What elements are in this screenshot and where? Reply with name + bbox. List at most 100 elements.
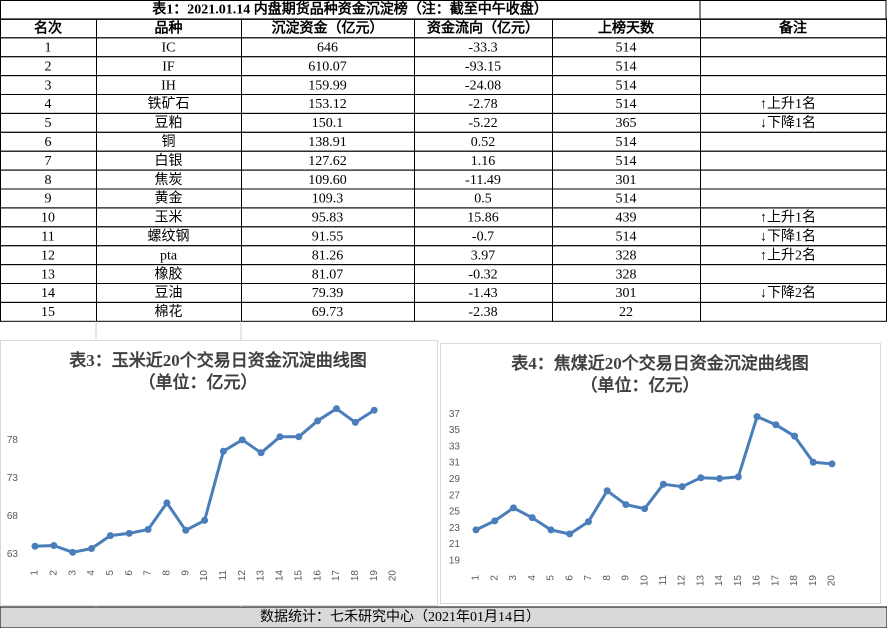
x-tick-label: 20 xyxy=(827,575,838,587)
x-tick-label: 16 xyxy=(312,570,323,582)
table-cell-text: -2.78 xyxy=(468,97,497,112)
data-point xyxy=(809,458,817,466)
table-title: 表1：2021.01.14 内盘期货品种资金沉淀榜（注：截至中午收盘） xyxy=(151,1,548,18)
x-tick-label: 5 xyxy=(105,570,116,576)
column-header: 名次 xyxy=(34,20,62,37)
table-cell-text: 6 xyxy=(45,135,52,150)
y-tick-label: 27 xyxy=(449,490,461,501)
data-point xyxy=(678,483,686,491)
table-cell-text: 514 xyxy=(616,154,637,169)
table-cell-text: 159.99 xyxy=(308,78,347,93)
data-point xyxy=(106,532,114,540)
table-cell-text: -1.43 xyxy=(468,286,497,301)
x-tick-label: 2 xyxy=(489,575,500,581)
x-tick-label: 9 xyxy=(621,575,632,581)
x-tick-label: 20 xyxy=(388,570,399,582)
y-tick-label: 35 xyxy=(449,425,461,436)
x-tick-label: 15 xyxy=(733,575,744,587)
table-cell-text: 0.52 xyxy=(471,135,496,150)
x-tick-label: 6 xyxy=(564,575,575,581)
x-tick-label: 12 xyxy=(677,575,688,587)
data-point xyxy=(182,526,190,534)
data-point xyxy=(163,499,171,507)
x-tick-label: 1 xyxy=(30,570,41,576)
data-point xyxy=(314,417,322,425)
x-tick-label: 18 xyxy=(350,570,361,582)
data-point xyxy=(88,545,96,553)
table-cell-text: 3.97 xyxy=(471,248,496,263)
x-tick-label: 8 xyxy=(162,570,173,576)
y-tick-label: 19 xyxy=(449,555,461,566)
data-point xyxy=(276,433,284,441)
table-cell-text: 铁矿石 xyxy=(148,96,190,112)
table-cell-text: 2 xyxy=(45,59,52,74)
table-cell-text: 514 xyxy=(616,229,637,244)
column-header: 上榜天数 xyxy=(598,20,655,37)
x-tick-label: 3 xyxy=(508,575,519,581)
table-cell-text: 365 xyxy=(616,116,637,131)
x-tick-label: 19 xyxy=(369,570,380,582)
table-cell-text: 9 xyxy=(45,192,52,207)
table-cell-text: 514 xyxy=(616,192,637,207)
table-cell-text: 5 xyxy=(45,116,52,131)
data-point xyxy=(69,548,77,556)
table-cell-text: -5.22 xyxy=(468,116,497,131)
table-cell-text: 螺纹钢 xyxy=(148,228,190,244)
chart-area xyxy=(440,343,881,604)
table-cell-text: -11.49 xyxy=(465,173,501,188)
table-cell-text: pta xyxy=(160,248,178,263)
x-tick-label: 15 xyxy=(293,570,304,582)
table-cell xyxy=(699,0,887,20)
x-tick-label: 11 xyxy=(658,575,669,586)
table-cell-text: IH xyxy=(161,78,176,93)
table-cell-text: 91.55 xyxy=(312,229,344,244)
table-cell-text: 95.83 xyxy=(312,211,344,226)
chart-title: 表3：玉米近20个交易日资金沉淀曲线图 xyxy=(69,350,367,370)
x-tick-label: 19 xyxy=(808,575,819,587)
data-point xyxy=(257,449,265,457)
chart-subtitle: （单位：亿元） xyxy=(581,375,700,395)
data-point xyxy=(659,480,667,488)
remark: ↓下降1名 xyxy=(760,115,816,131)
x-tick-label: 13 xyxy=(695,575,706,587)
table-cell-text: 0.5 xyxy=(474,192,492,207)
table-cell-text: 22 xyxy=(619,305,633,320)
table-cell-text: 514 xyxy=(616,40,637,55)
data-point xyxy=(50,541,58,549)
table-cell-text: 11 xyxy=(41,229,54,244)
table-cell-text: -33.3 xyxy=(468,40,497,55)
x-tick-label: 12 xyxy=(237,570,248,582)
y-tick-label: 73 xyxy=(7,473,19,484)
data-point xyxy=(603,487,611,495)
table-cell-text: 153.12 xyxy=(308,97,347,112)
table-cell-text: -0.32 xyxy=(468,267,497,282)
y-tick-label: 33 xyxy=(449,441,461,452)
y-tick-label: 37 xyxy=(449,409,461,420)
remark: ↑上升1名 xyxy=(760,210,816,226)
data-point xyxy=(772,421,780,429)
table-cell-text: 69.73 xyxy=(312,305,344,320)
chart-subtitle: （单位：亿元） xyxy=(139,372,258,392)
column-header: 资金流向（亿元） xyxy=(427,20,539,37)
data-point xyxy=(584,518,592,526)
data-point xyxy=(351,418,359,426)
x-tick-label: 17 xyxy=(770,575,781,587)
table-cell-text: 白银 xyxy=(155,153,183,169)
table-cell-text: 15.86 xyxy=(467,211,499,226)
table-cell-text: 13 xyxy=(41,267,55,282)
y-tick-label: 63 xyxy=(7,549,19,560)
x-tick-label: 14 xyxy=(275,570,286,582)
data-point xyxy=(622,501,630,509)
table-cell-text: 81.26 xyxy=(312,248,344,263)
data-point xyxy=(238,436,246,444)
table-cell-text: 铜 xyxy=(162,134,176,150)
data-point xyxy=(295,433,303,441)
table-cell-text: 610.07 xyxy=(308,59,347,74)
table-cell-text: 豆粕 xyxy=(155,115,183,131)
data-point xyxy=(716,475,724,483)
table-cell-text: 14 xyxy=(41,286,55,301)
x-tick-label: 16 xyxy=(752,575,763,587)
table-cell-text: 8 xyxy=(45,173,52,188)
table-cell-text: 514 xyxy=(616,78,637,93)
table-cell-text: -24.08 xyxy=(465,78,501,93)
